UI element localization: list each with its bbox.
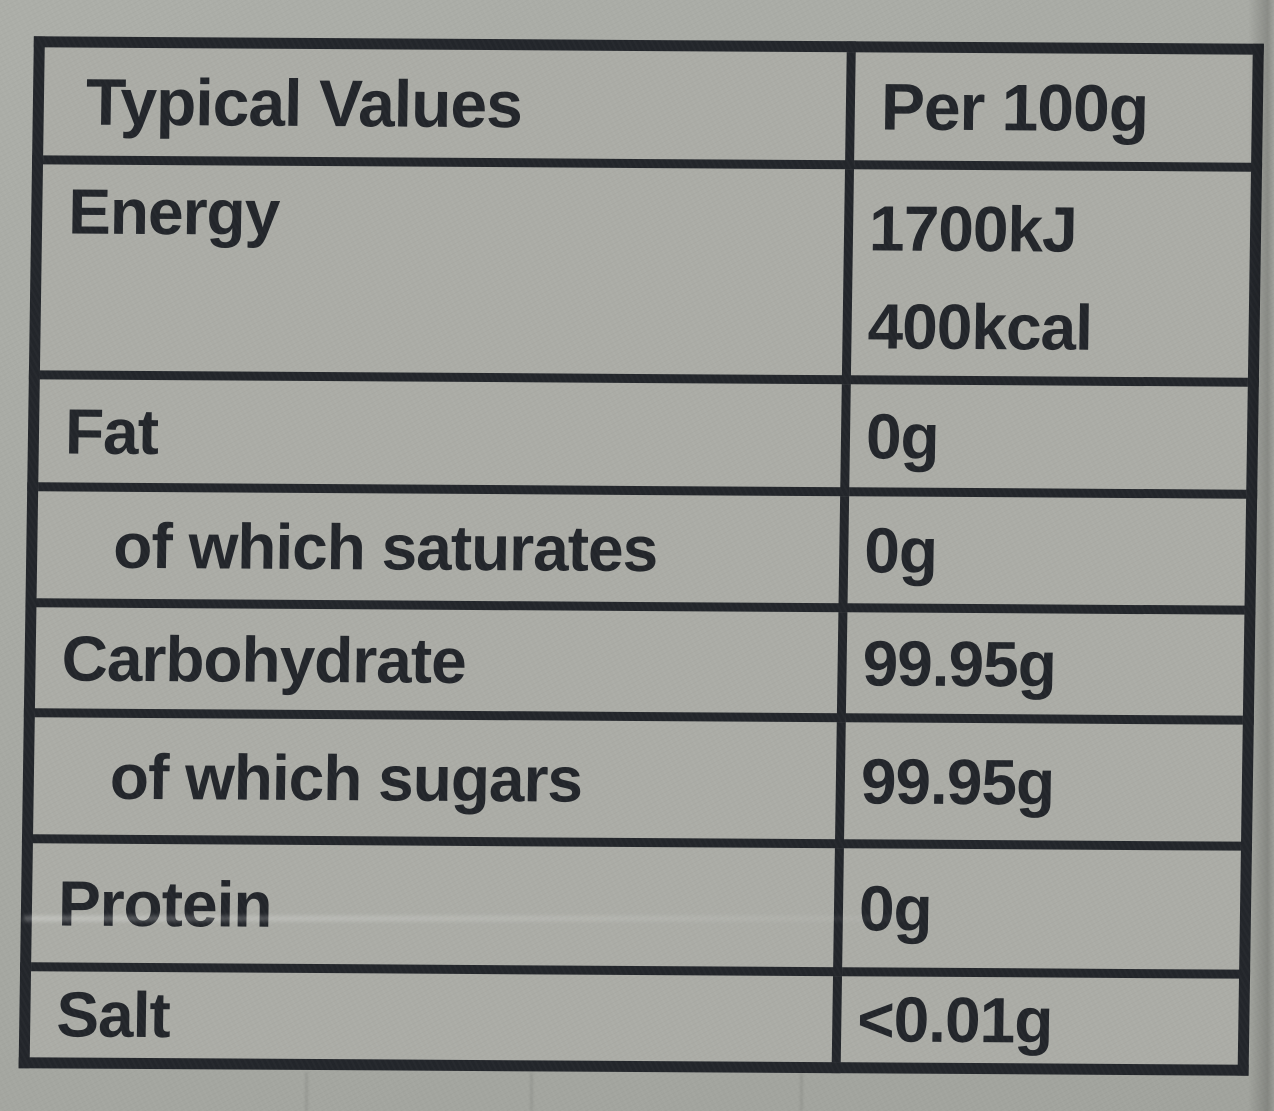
paper-crease-vertical [530, 1072, 533, 1111]
row-value-sugars: 99.95g [839, 717, 1249, 847]
row-label-fat: Fat [32, 374, 847, 492]
paper-crease-vertical [800, 1072, 803, 1111]
table-row-saturates: of which saturates 0g [30, 486, 1252, 611]
energy-kj-value: 1700kJ [868, 192, 1078, 266]
row-value-energy: 1700kJ 400kcal [846, 164, 1257, 383]
row-label-salt: Salt [24, 966, 838, 1068]
row-value-carbohydrate: 99.95g [841, 607, 1250, 721]
table-header-row: Typical Values Per 100g [37, 41, 1259, 168]
row-label-saturates: of which saturates [30, 486, 845, 608]
row-value-fat: 0g [844, 379, 1254, 495]
column-header-typical-values: Typical Values [37, 41, 852, 165]
paper-crease-vertical [305, 1072, 308, 1111]
row-value-salt: <0.01g [836, 971, 1245, 1071]
table-row-energy: Energy 1700kJ 400kcal [34, 159, 1257, 383]
row-label-energy: Energy [34, 159, 850, 380]
nutrition-table: Typical Values Per 100g Energy 1700kJ 40… [18, 36, 1264, 1076]
column-header-per-100g: Per 100g [849, 46, 1259, 168]
table-row-sugars: of which sugars 99.95g [27, 712, 1249, 847]
table-row-protein: Protein 0g [25, 838, 1247, 975]
energy-kcal-value: 400kcal [867, 290, 1093, 364]
row-label-sugars: of which sugars [27, 712, 842, 844]
table-row-salt: Salt <0.01g [24, 966, 1245, 1071]
table-row-carbohydrate: Carbohydrate 99.95g [29, 602, 1250, 721]
row-value-protein: 0g [837, 843, 1247, 975]
row-label-protein: Protein [25, 838, 840, 972]
table-row-fat: Fat 0g [32, 374, 1254, 495]
row-label-carbohydrate: Carbohydrate [29, 602, 843, 718]
row-value-saturates: 0g [842, 491, 1252, 611]
